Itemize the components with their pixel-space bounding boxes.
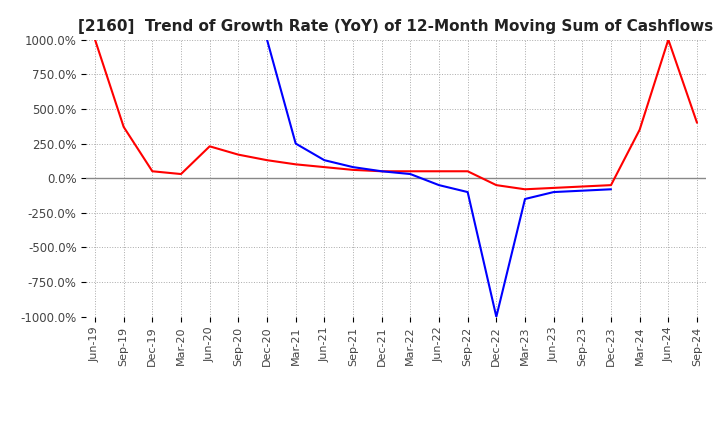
Operating Cashflow [521,187,529,192]
Operating Cashflow [234,152,243,157]
Operating Cashflow [635,127,644,132]
Operating Cashflow [91,37,99,42]
Operating Cashflow [148,169,157,174]
Line: Free Cashflow: Free Cashflow [267,40,611,317]
Free Cashflow [607,187,616,192]
Operating Cashflow [578,184,587,189]
Line: Operating Cashflow: Operating Cashflow [95,40,697,189]
Operating Cashflow [320,165,328,170]
Operating Cashflow [406,169,415,174]
Operating Cashflow [549,185,558,191]
Free Cashflow [320,158,328,163]
Operating Cashflow [492,183,500,188]
Operating Cashflow [435,169,444,174]
Free Cashflow [549,189,558,194]
Operating Cashflow [464,169,472,174]
Operating Cashflow [693,120,701,125]
Free Cashflow [292,141,300,146]
Free Cashflow [377,169,386,174]
Free Cashflow [492,314,500,319]
Operating Cashflow [292,161,300,167]
Operating Cashflow [607,183,616,188]
Operating Cashflow [120,124,128,129]
Free Cashflow [406,172,415,177]
Free Cashflow [263,37,271,42]
Free Cashflow [348,165,357,170]
Operating Cashflow [205,144,214,149]
Operating Cashflow [664,37,672,42]
Operating Cashflow [263,158,271,163]
Free Cashflow [521,196,529,202]
Operating Cashflow [377,169,386,174]
Operating Cashflow [176,172,185,177]
Operating Cashflow [348,167,357,172]
Free Cashflow [578,188,587,193]
Free Cashflow [435,183,444,188]
Title: [2160]  Trend of Growth Rate (YoY) of 12-Month Moving Sum of Cashflows: [2160] Trend of Growth Rate (YoY) of 12-… [78,19,714,34]
Free Cashflow [464,189,472,194]
